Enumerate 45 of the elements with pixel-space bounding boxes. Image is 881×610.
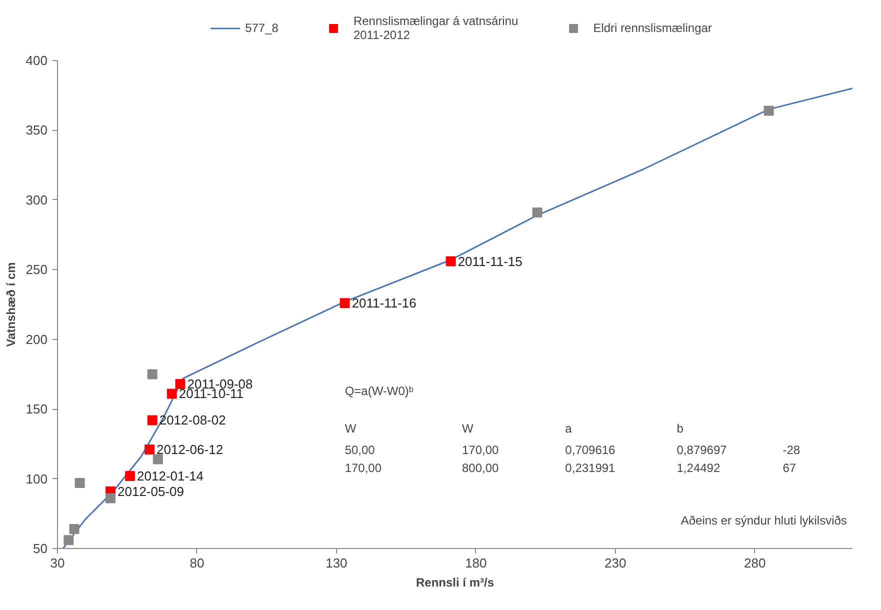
point: [74, 478, 85, 488]
data-label: 2012-01-14: [137, 468, 204, 484]
point: [69, 524, 80, 534]
data-label: 2011-11-16: [352, 296, 416, 311]
line-series: [62, 88, 852, 548]
x-tick-label: 280: [744, 556, 766, 570]
data-label: 2011-11-15: [458, 254, 522, 269]
legend-label: Eldri rennslismælingar: [593, 20, 712, 34]
text: 50,00 170,00 0,709616 0,879697 -28: [344, 443, 800, 458]
point: [106, 493, 116, 504]
x-tick-label: 30: [50, 556, 65, 570]
y-tick-label: 50: [33, 541, 48, 556]
point: [147, 415, 158, 426]
y-tick-label: 300: [26, 192, 48, 208]
annotation: Q=a(W-W0)ᵇ: [344, 384, 414, 398]
data-label: 2012-05-09: [118, 484, 184, 499]
y-tick-label: 400: [26, 53, 48, 68]
y-tick-label: 150: [26, 402, 48, 417]
point: [446, 256, 456, 266]
point: [532, 207, 542, 218]
point: [166, 388, 177, 399]
x-tick-label: 180: [465, 556, 487, 570]
x-tick-label: 130: [326, 556, 348, 570]
legend-label: Rennslismælingar á vatnsárinu 2011-2012: [353, 14, 518, 42]
y-tick-label: 250: [26, 262, 48, 278]
legend-label: 577_8: [245, 20, 278, 34]
point: [147, 369, 158, 380]
point: [125, 470, 136, 481]
point: [340, 298, 350, 308]
data-label: 2012-06-12: [156, 442, 224, 458]
y-tick-label: 100: [26, 471, 48, 486]
y-tick-label: 200: [26, 332, 48, 347]
point: [144, 444, 155, 455]
x-tick-label: 230: [604, 556, 626, 570]
y-axis-title: Vatnshæð í cm: [4, 262, 18, 347]
point: [175, 378, 186, 389]
x-axis-title: Rennsli í m³/s: [416, 576, 494, 590]
point: [64, 535, 74, 546]
text: 170,00 800,00 0,231991 1,24492 67: [344, 461, 796, 476]
point: [152, 454, 163, 464]
y-tick-label: 350: [26, 122, 48, 138]
point: [764, 106, 774, 116]
x-tick-label: 80: [190, 556, 204, 570]
annotation: Aðeins er sýndur hluti lykilsviðs: [680, 514, 847, 528]
text: W W a b: [344, 422, 684, 436]
